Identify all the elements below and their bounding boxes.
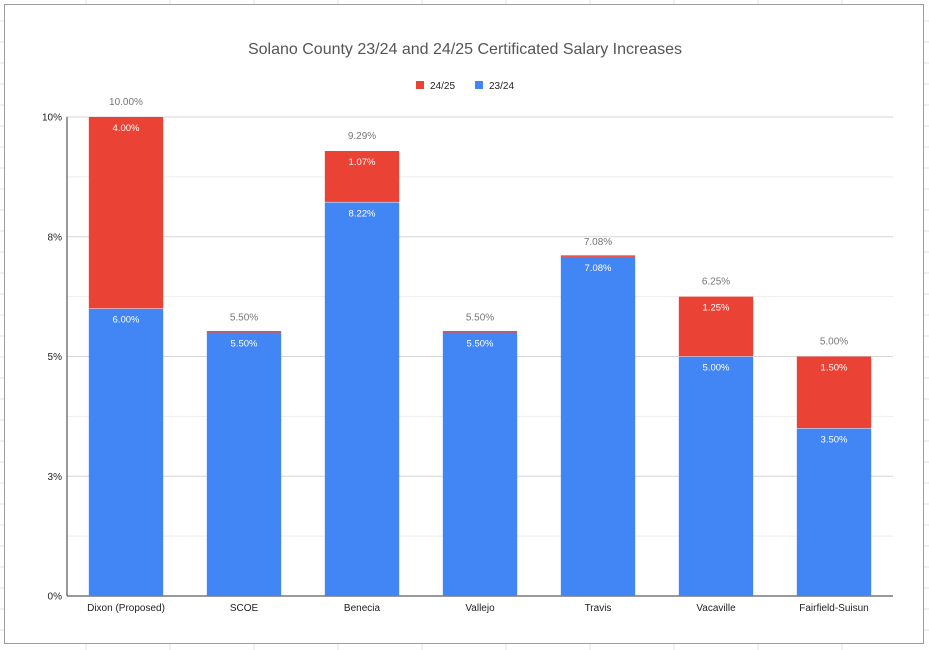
data-label-23-24: 6.00% xyxy=(113,315,140,326)
bar-23-24 xyxy=(796,428,872,596)
data-label-24-25: 4.00% xyxy=(113,123,140,134)
chart-canvas: Solano County 23/24 and 24/25 Certificat… xyxy=(42,41,893,614)
total-label: 10.00% xyxy=(109,97,143,108)
bars: 6.00% 4.00% 10.00% 5.50% 5.50% 8.22% 1.07% 9.29… xyxy=(88,97,872,596)
legend-label: 23/24 xyxy=(489,81,514,92)
data-label-23-24: 5.50% xyxy=(231,339,258,350)
data-label-23-24: 5.00% xyxy=(703,363,730,374)
data-label-23-24: 5.50% xyxy=(467,339,494,350)
y-tick-label: 3% xyxy=(48,472,63,483)
y-tick-label: 8% xyxy=(48,232,63,243)
data-label-24-25: 1.07% xyxy=(349,157,376,168)
bar-24-25 xyxy=(678,296,754,357)
chart-frame[interactable]: Solano County 23/24 and 24/25 Certificat… xyxy=(4,4,924,644)
chart-title: Solano County 23/24 and 24/25 Certificat… xyxy=(248,41,682,58)
bar-23-24 xyxy=(88,308,164,596)
x-category-label: Vallejo xyxy=(465,603,495,614)
legend-swatch xyxy=(416,81,424,89)
y-tick-label: 0% xyxy=(48,592,63,603)
bar-24-25 xyxy=(796,356,872,429)
bar-24-25-cap xyxy=(442,331,518,333)
x-category-label: Vacaville xyxy=(696,603,736,614)
total-label: 7.08% xyxy=(584,237,612,248)
x-category-label: Benecia xyxy=(344,603,381,614)
x-category-label: SCOE xyxy=(230,603,259,614)
x-axis: Dixon (Proposed) SCOE Benecia Vallejo Travis… xyxy=(87,603,869,614)
bar-23-24 xyxy=(206,332,282,596)
data-label-24-25: 1.25% xyxy=(703,303,730,314)
x-category-label: Fairfield-Suisun xyxy=(799,603,868,614)
y-tick-label: 10% xyxy=(42,113,62,124)
bar-24-25-cap xyxy=(560,255,636,257)
total-label: 9.29% xyxy=(348,131,376,142)
data-label-23-24: 3.50% xyxy=(821,434,848,445)
bar-23-24 xyxy=(324,202,400,596)
total-label: 5.50% xyxy=(230,313,258,324)
bar-23-24 xyxy=(560,256,636,596)
bar-24-25-cap xyxy=(206,331,282,333)
legend-label: 24/25 xyxy=(430,81,455,92)
x-category-label: Dixon (Proposed) xyxy=(87,603,165,614)
total-label: 5.00% xyxy=(820,337,848,348)
data-label-23-24: 8.22% xyxy=(349,208,376,219)
bar-24-25 xyxy=(324,151,400,203)
bar-23-24 xyxy=(442,332,518,596)
y-tick-label: 5% xyxy=(48,352,63,363)
x-category-label: Travis xyxy=(585,603,612,614)
data-label-24-25: 1.50% xyxy=(821,363,848,374)
legend: 24/25 23/24 xyxy=(416,81,514,92)
bar-24-25 xyxy=(88,117,164,309)
total-label: 5.50% xyxy=(466,313,494,324)
data-label-23-24: 7.08% xyxy=(585,263,612,274)
bar-23-24 xyxy=(678,356,754,596)
total-label: 6.25% xyxy=(702,277,730,288)
legend-swatch xyxy=(475,81,483,89)
